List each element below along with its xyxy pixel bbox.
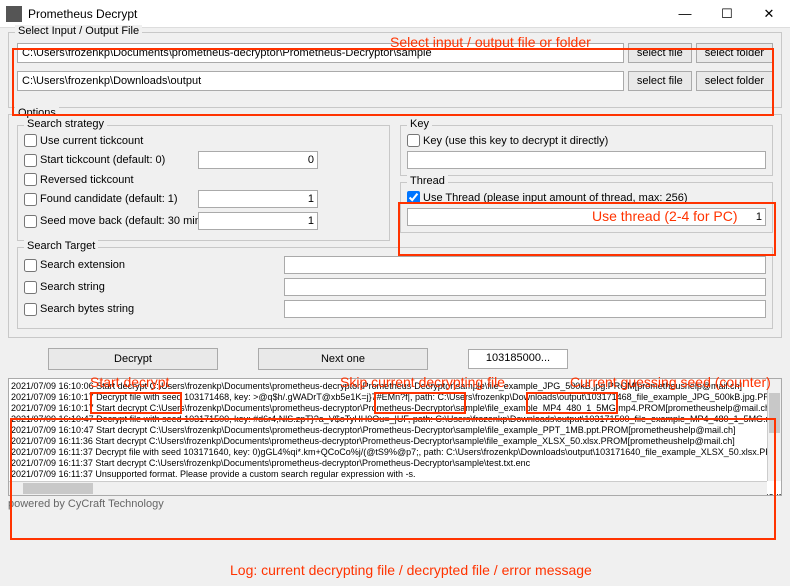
options-groupbox: Options Search strategy Use current tick… bbox=[8, 114, 782, 338]
input-select-folder-button[interactable]: select folder bbox=[696, 43, 773, 63]
app-icon bbox=[6, 6, 22, 22]
close-button[interactable]: ✕ bbox=[748, 0, 790, 28]
search-bytes-input[interactable] bbox=[284, 300, 766, 318]
footer-text: powered by CyCraft Technology bbox=[0, 496, 790, 512]
seed-display: 103185000... bbox=[468, 349, 568, 369]
strategy-group: Search strategy Use current tickcount St… bbox=[17, 125, 390, 241]
reversed-tick-checkbox[interactable] bbox=[24, 173, 37, 186]
log-hscroll[interactable] bbox=[9, 481, 767, 495]
search-str-input[interactable] bbox=[284, 278, 766, 296]
io-groupbox: Select Input / Output File select file s… bbox=[8, 32, 782, 108]
key-input[interactable] bbox=[407, 151, 766, 169]
thread-legend: Thread bbox=[407, 175, 448, 187]
output-select-folder-button[interactable]: select folder bbox=[696, 71, 773, 91]
search-str-label: Search string bbox=[40, 281, 105, 293]
search-ext-label: Search extension bbox=[40, 259, 125, 271]
key-checkbox[interactable] bbox=[407, 134, 420, 147]
use-current-tick-checkbox[interactable] bbox=[24, 134, 37, 147]
start-tick-input[interactable] bbox=[198, 151, 318, 169]
search-ext-checkbox[interactable] bbox=[24, 259, 37, 272]
strategy-legend: Search strategy bbox=[24, 118, 107, 130]
search-str-checkbox[interactable] bbox=[24, 281, 37, 294]
thread-group: Thread Use Thread (please input amount o… bbox=[400, 182, 773, 233]
seed-move-checkbox[interactable] bbox=[24, 215, 37, 228]
action-row: Decrypt Next one 103185000... bbox=[8, 344, 782, 374]
key-legend: Key bbox=[407, 118, 432, 130]
found-candidate-label: Found candidate (default: 1) bbox=[40, 193, 178, 205]
seed-move-label: Seed move back (default: 30 min) bbox=[40, 215, 204, 227]
search-bytes-checkbox[interactable] bbox=[24, 303, 37, 316]
window-controls: — ☐ ✕ bbox=[664, 0, 790, 28]
thread-label: Use Thread (please input amount of threa… bbox=[423, 192, 688, 204]
io-legend: Select Input / Output File bbox=[15, 25, 142, 37]
output-select-file-button[interactable]: select file bbox=[628, 71, 692, 91]
found-candidate-input[interactable] bbox=[198, 190, 318, 208]
window-title: Prometheus Decrypt bbox=[28, 7, 137, 21]
search-bytes-label: Search bytes string bbox=[40, 303, 134, 315]
key-group: Key Key (use this key to decrypt it dire… bbox=[400, 125, 773, 176]
log-box[interactable]: 2021/07/09 16:10:06 Start decrypt C:\Use… bbox=[8, 378, 782, 496]
next-button[interactable]: Next one bbox=[258, 348, 428, 370]
output-path-field[interactable] bbox=[17, 71, 624, 91]
reversed-tick-label: Reversed tickcount bbox=[40, 174, 134, 186]
maximize-button[interactable]: ☐ bbox=[706, 0, 748, 28]
found-candidate-checkbox[interactable] bbox=[24, 193, 37, 206]
thread-input[interactable] bbox=[407, 208, 766, 226]
search-ext-input[interactable] bbox=[284, 256, 766, 274]
decrypt-button[interactable]: Decrypt bbox=[48, 348, 218, 370]
minimize-button[interactable]: — bbox=[664, 0, 706, 28]
seed-move-input[interactable] bbox=[198, 212, 318, 230]
anno-log-text: Log: current decrypting file / decrypted… bbox=[230, 562, 592, 578]
log-content: 2021/07/09 16:10:06 Start decrypt C:\Use… bbox=[9, 379, 781, 496]
input-select-file-button[interactable]: select file bbox=[628, 43, 692, 63]
search-target-legend: Search Target bbox=[24, 240, 98, 252]
search-target-group: Search Target Search extension Search st… bbox=[17, 247, 773, 329]
titlebar: Prometheus Decrypt — ☐ ✕ bbox=[0, 0, 790, 28]
start-tick-checkbox[interactable] bbox=[24, 154, 37, 167]
log-vscroll[interactable] bbox=[767, 379, 781, 481]
key-label: Key (use this key to decrypt it directly… bbox=[423, 135, 608, 147]
start-tick-label: Start tickcount (default: 0) bbox=[40, 154, 165, 166]
thread-checkbox[interactable] bbox=[407, 191, 420, 204]
input-path-field[interactable] bbox=[17, 43, 624, 63]
use-current-tick-label: Use current tickcount bbox=[40, 135, 143, 147]
